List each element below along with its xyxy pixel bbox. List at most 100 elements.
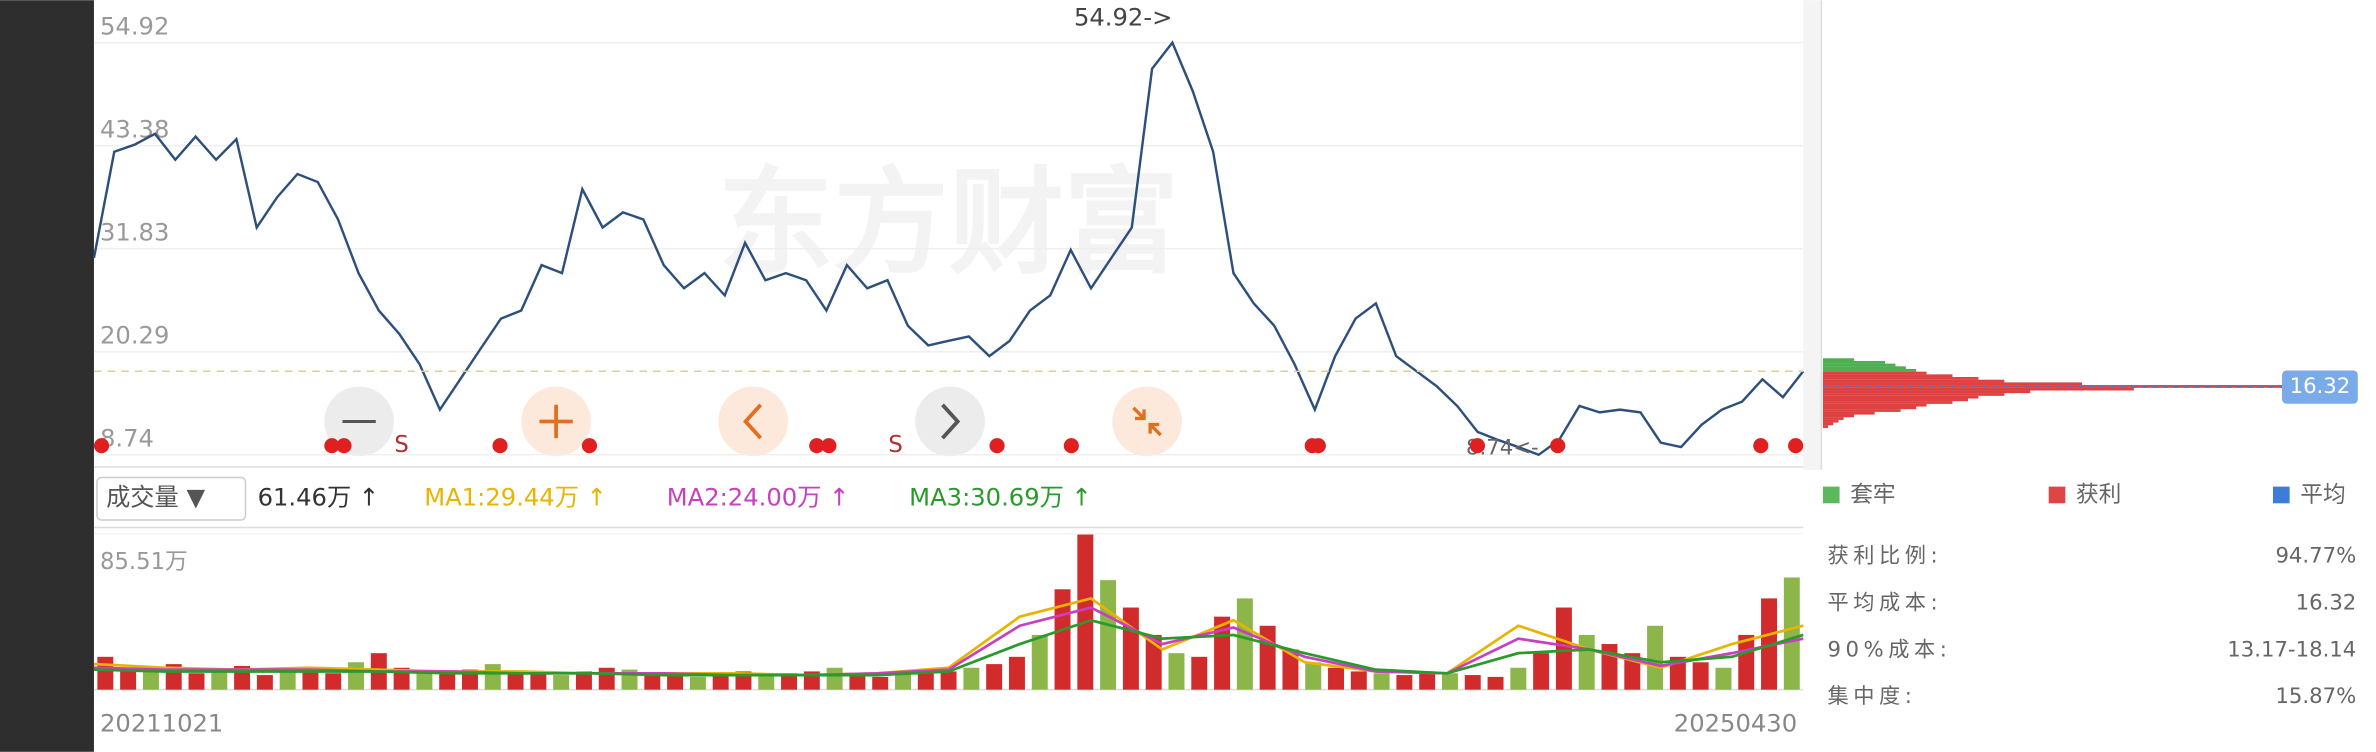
volume-bar [826,667,843,690]
volume-bar [1419,671,1436,690]
event-dot [1788,438,1804,454]
stat-label: 集中度: [1827,684,1916,709]
volume-bar [917,669,934,690]
volume-bar [97,656,114,690]
watermark: 东方财富 [718,156,1179,290]
event-dot [581,438,598,454]
volume-bar [1031,634,1048,690]
volume-bar [1305,662,1322,690]
average-label: 16.32 [2290,374,2351,399]
volume-bar [1715,667,1732,690]
event-dot [1550,438,1566,454]
volume-bar [1578,634,1595,690]
stat-value: 16.32 [2296,590,2357,615]
divider [1803,0,1822,470]
volume-bar [1533,653,1550,690]
y-tick-label: 20.29 [100,321,169,350]
volume-bar [348,662,365,690]
chip-bar [1822,422,1834,426]
stat-value: 13.17-18.14 [2227,637,2356,662]
volume-legend-item: MA3:30.69万 ↑ [909,483,1092,512]
volume-bar [667,675,684,690]
volume-bar [1396,675,1413,690]
event-dot [1753,438,1769,454]
chip-bar [1822,377,1979,380]
icon [941,403,961,440]
event-dot [821,438,837,454]
event-dot [1310,438,1326,454]
chip-bar [1822,390,2031,394]
volume-bar [1441,673,1458,690]
icon [742,403,763,440]
chip-bar [1822,419,1839,423]
reset-button[interactable] [1112,386,1182,457]
chip-bar [1822,417,1844,420]
volume-bar [530,673,547,690]
volume-bar [1191,656,1208,690]
sell-marker: S [888,432,902,458]
volume-bar [1783,577,1800,690]
chip-bar [1822,401,1953,404]
volume-bar [849,675,866,690]
chip-bar [1822,398,1969,402]
event-dot [492,438,508,454]
volume-bar [895,673,911,690]
price-line [92,40,1805,457]
volume-bar [439,673,456,690]
volume-bar [211,669,228,690]
volume-bar [598,667,615,690]
volume-bar [279,671,296,690]
volume-bar [507,671,524,690]
volume-selector-label: 成交量 ▼ [106,483,205,512]
chip-bar [1822,369,1917,372]
volume-bar [1350,671,1367,690]
volume-bar [1373,673,1390,690]
volume-bar [1122,607,1139,690]
volume-bar [940,671,957,690]
chip-bar [1822,379,2005,383]
volume-bar [256,675,273,690]
volume-bar [1669,656,1686,690]
volume-bar [712,673,729,690]
peak-annotation: 54.92-> [1074,2,1172,31]
volume-bar [1647,625,1664,690]
chip-bar [1822,393,2005,396]
volume-selector[interactable] [96,476,247,521]
volume-legend-item: 61.46万 ↑ [258,483,380,512]
right-button[interactable] [915,386,985,457]
volume-bar [1510,667,1527,690]
icon [539,404,573,439]
volume-bar [1555,607,1572,690]
legend-swatch [2272,486,2290,504]
volume-bar [1692,662,1709,690]
chip-bar [1822,363,1896,367]
ma-line [93,618,1804,677]
volume-legend-item: MA1:29.44万 ↑ [424,483,607,512]
volume-bar [1282,649,1299,690]
legend-label: 获利 [2076,482,2121,508]
chip-bar [1822,360,1886,364]
stat-label: 平均成本: [1827,590,1942,615]
volume-bar [416,671,433,690]
volume-bar [781,673,798,690]
volume-bar [1487,676,1504,690]
left-button[interactable] [718,386,788,457]
event-dot [1063,438,1079,454]
chip-bar [1822,382,2083,386]
volume-bar [872,676,889,690]
chip-bar [1822,387,2134,391]
volume-bar [120,667,137,690]
icon [1132,406,1162,437]
legend-label: 套牢 [1850,482,1895,508]
chip-bar [1822,406,1917,410]
volume-bar [758,675,775,690]
y-tick-label: 31.83 [100,218,169,247]
volume-bar [188,673,205,690]
chip-bar [1822,371,1927,375]
volume-legend-item: MA2:24.00万 ↑ [667,483,850,512]
average-badge [2282,370,2358,404]
chip-bar [1822,409,1901,412]
event-dot [324,438,340,454]
legend-label: 平均 [2300,482,2345,508]
chip-bar [1822,414,1855,418]
